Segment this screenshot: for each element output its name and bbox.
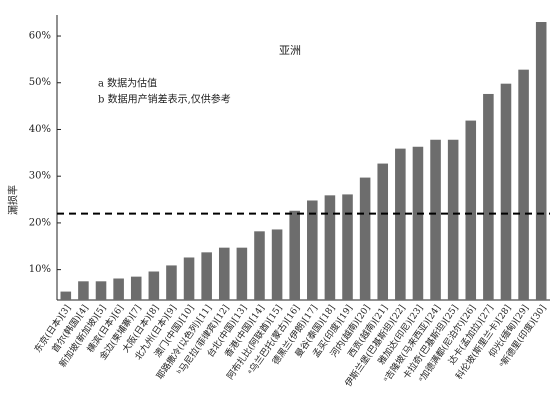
- bar: [500, 83, 512, 300]
- bar: [412, 146, 424, 300]
- bar: [359, 177, 371, 300]
- bar: [307, 200, 318, 300]
- bar: [78, 281, 89, 300]
- bar: [60, 291, 72, 300]
- y-tick-label: 40%: [29, 124, 51, 135]
- note: a 数据为估值: [98, 77, 157, 90]
- bar: [324, 195, 336, 300]
- bar: [183, 257, 195, 300]
- bar: [130, 276, 142, 300]
- bar: [201, 252, 212, 300]
- bar: [430, 139, 441, 300]
- bar: [254, 231, 265, 300]
- y-tick-label: 60%: [29, 31, 51, 42]
- bar: [95, 281, 107, 300]
- bar: [342, 194, 353, 300]
- y-tick-label: 30%: [29, 171, 51, 182]
- bar: [113, 278, 124, 300]
- bar: [518, 69, 529, 300]
- chart-title: 亚洲: [279, 44, 301, 57]
- y-axis-label: 漏损率: [7, 185, 20, 215]
- bar: [166, 265, 177, 300]
- y-tick-label: 10%: [29, 264, 51, 275]
- bar: [465, 120, 477, 300]
- y-tick-label: 50%: [29, 77, 51, 88]
- bar: [218, 247, 230, 300]
- note: b 数据用产销差表示,仅供参考: [98, 93, 231, 106]
- bar: [271, 229, 283, 300]
- bar: [289, 210, 300, 300]
- bar: [535, 22, 547, 300]
- bar: [447, 139, 459, 300]
- bar: [377, 163, 389, 300]
- bar: [483, 93, 494, 300]
- bar: [395, 148, 406, 300]
- bar: [236, 247, 248, 300]
- bar: [148, 271, 160, 300]
- y-tick-label: 20%: [29, 217, 51, 228]
